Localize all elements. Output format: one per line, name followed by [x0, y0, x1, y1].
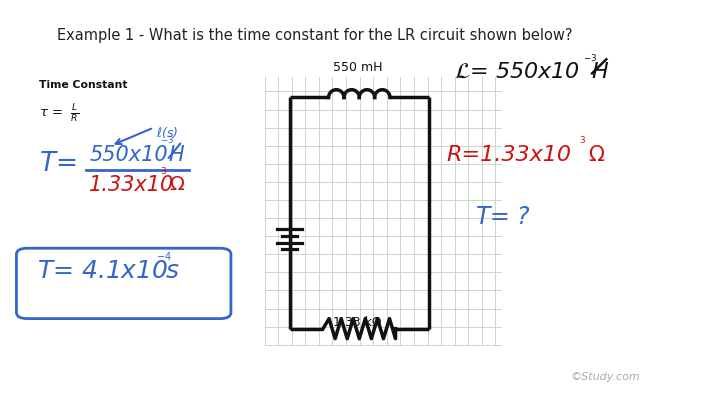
- Text: $T$=: $T$=: [39, 150, 77, 176]
- Text: H: H: [169, 144, 184, 164]
- Text: H: H: [591, 62, 608, 82]
- Text: Time Constant: Time Constant: [39, 80, 128, 90]
- Text: $\Omega$: $\Omega$: [169, 174, 185, 193]
- Text: s: s: [166, 259, 179, 283]
- Text: R=1.33x10: R=1.33x10: [447, 144, 572, 164]
- Text: $^{-4}$: $^{-4}$: [156, 251, 172, 265]
- Text: $^{-3}$: $^{-3}$: [160, 136, 174, 148]
- Text: $\ell$(s): $\ell$(s): [156, 125, 178, 140]
- Text: 1.33x10: 1.33x10: [89, 174, 174, 194]
- Text: 550x10: 550x10: [89, 144, 168, 164]
- Text: 1.33 kΩ: 1.33 kΩ: [333, 315, 382, 328]
- Text: $^{3}$: $^{3}$: [160, 166, 167, 179]
- Text: $\tau$ =  $\frac{L}{R}$: $\tau$ = $\frac{L}{R}$: [39, 102, 79, 124]
- Text: $T$= ?: $T$= ?: [475, 205, 531, 229]
- Text: $\mathcal{L}$= 550x10: $\mathcal{L}$= 550x10: [454, 62, 580, 82]
- Text: 550 mH: 550 mH: [332, 61, 383, 74]
- Text: $^{3}$: $^{3}$: [579, 136, 586, 149]
- Text: ©Study.com: ©Study.com: [570, 371, 640, 381]
- Text: Example 1 - What is the time constant for the LR circuit shown below?: Example 1 - What is the time constant fo…: [57, 28, 573, 43]
- Text: $\Omega$: $\Omega$: [588, 144, 605, 164]
- Text: $^{-3}$: $^{-3}$: [583, 54, 597, 67]
- Text: $T$= 4.1x10: $T$= 4.1x10: [37, 259, 169, 283]
